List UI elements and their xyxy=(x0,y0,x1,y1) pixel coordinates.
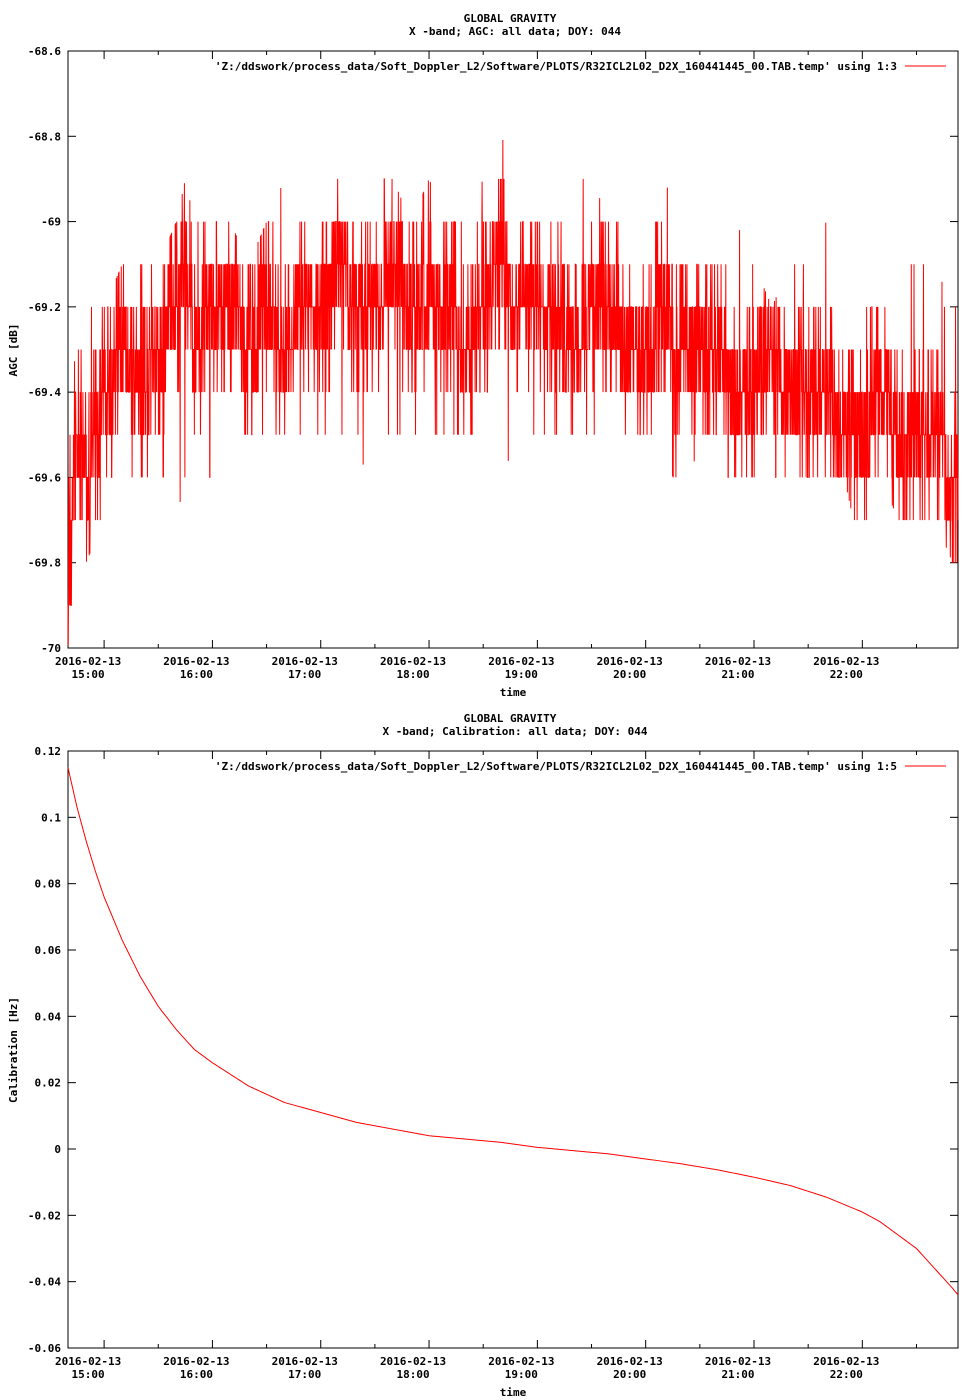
x-tick-time: 18:00 xyxy=(396,1368,429,1381)
y-tick-label: -69 xyxy=(41,216,61,229)
x-tick-time: 18:00 xyxy=(396,668,429,681)
y-tick-label: -0.04 xyxy=(28,1276,61,1289)
y-tick-label: 0.1 xyxy=(41,811,61,824)
x-tick-date: 2016-02-13 xyxy=(272,655,338,668)
x-tick-time: 22:00 xyxy=(830,1368,863,1381)
x-axis-label: time xyxy=(500,1386,527,1399)
y-tick-label: 0.06 xyxy=(35,944,62,957)
x-tick-time: 15:00 xyxy=(72,668,105,681)
x-tick-time: 20:00 xyxy=(613,668,646,681)
x-tick-date: 2016-02-13 xyxy=(163,655,229,668)
x-tick-date: 2016-02-13 xyxy=(813,655,879,668)
plot-area xyxy=(67,140,959,646)
x-tick-date: 2016-02-13 xyxy=(705,1355,771,1368)
y-tick-label: 0.02 xyxy=(35,1077,62,1090)
y-tick-label: -70 xyxy=(41,642,61,655)
y-tick-label: 0.12 xyxy=(35,745,62,758)
plot-area xyxy=(67,767,959,1296)
x-axis-label: time xyxy=(500,686,527,699)
x-tick-date: 2016-02-13 xyxy=(380,655,446,668)
x-tick-date: 2016-02-13 xyxy=(488,655,554,668)
x-tick-time: 21:00 xyxy=(721,1368,754,1381)
y-tick-label: -68.6 xyxy=(28,45,61,58)
x-tick-date: 2016-02-13 xyxy=(705,655,771,668)
y-tick-label: -69.2 xyxy=(28,301,61,314)
x-tick-time: 16:00 xyxy=(180,668,213,681)
x-tick-date: 2016-02-13 xyxy=(597,655,663,668)
x-tick-time: 22:00 xyxy=(830,668,863,681)
x-tick-date: 2016-02-13 xyxy=(597,1355,663,1368)
y-tick-label: -69.8 xyxy=(28,557,61,570)
x-tick-time: 19:00 xyxy=(505,1368,538,1381)
x-tick-date: 2016-02-13 xyxy=(55,1355,121,1368)
y-tick-label: -69.4 xyxy=(28,386,61,399)
series-line xyxy=(67,767,959,1296)
y-tick-labels: 0.12 0.1 0.08 0.06 0.04 0.02 0 -0.02 -0.04 -0.06 xyxy=(28,745,61,1355)
y-tick-label: 0.04 xyxy=(35,1010,62,1023)
x-tick-date: 2016-02-13 xyxy=(55,655,121,668)
y-tick-label: 0.08 xyxy=(35,878,62,891)
calibration-chart: GLOBAL GRAVITY X -band; Calibration: all… xyxy=(7,712,959,1399)
x-tick-labels: 2016-02-1315:002016-02-1316:002016-02-13… xyxy=(55,655,879,681)
x-tick-date: 2016-02-13 xyxy=(163,1355,229,1368)
plot-frame xyxy=(67,750,959,1349)
chart-subtitle: X -band; AGC: all data; DOY: 044 xyxy=(409,25,621,38)
x-tick-time: 17:00 xyxy=(288,1368,321,1381)
y-tick-label: 0 xyxy=(54,1143,61,1156)
x-tick-time: 19:00 xyxy=(505,668,538,681)
x-tick-time: 20:00 xyxy=(613,1368,646,1381)
plot-frame xyxy=(67,50,959,649)
y-tick-labels: -68.6 -68.8 -69 -69.2 -69.4 -69.6 -69.8 -70 xyxy=(28,45,61,655)
series-line xyxy=(67,140,959,646)
y-tick-label: -69.6 xyxy=(28,471,61,484)
tick-marks xyxy=(68,750,958,1349)
legend-entry: 'Z:/ddswork/process_data/Soft_Doppler_L2… xyxy=(215,60,897,73)
x-tick-date: 2016-02-13 xyxy=(272,1355,338,1368)
x-tick-time: 17:00 xyxy=(288,668,321,681)
chart-title: GLOBAL GRAVITY xyxy=(464,712,557,725)
y-axis-label: AGC [dB] xyxy=(7,324,20,377)
x-tick-date: 2016-02-13 xyxy=(813,1355,879,1368)
x-tick-date: 2016-02-13 xyxy=(380,1355,446,1368)
y-axis-label: Calibration [Hz] xyxy=(7,997,20,1103)
agc-chart: GLOBAL GRAVITY X -band; AGC: all data; D… xyxy=(7,12,959,699)
chart-title: GLOBAL GRAVITY xyxy=(464,12,557,25)
chart-subtitle: X -band; Calibration: all data; DOY: 044 xyxy=(383,725,648,738)
x-tick-date: 2016-02-13 xyxy=(488,1355,554,1368)
y-tick-label: -68.8 xyxy=(28,130,61,143)
legend-entry: 'Z:/ddswork/process_data/Soft_Doppler_L2… xyxy=(215,760,897,773)
x-tick-labels: 2016-02-1315:002016-02-1316:002016-02-13… xyxy=(55,1355,879,1381)
x-tick-time: 16:00 xyxy=(180,1368,213,1381)
x-tick-time: 15:00 xyxy=(72,1368,105,1381)
x-tick-time: 21:00 xyxy=(721,668,754,681)
y-tick-label: -0.02 xyxy=(28,1209,61,1222)
y-tick-label: -0.06 xyxy=(28,1342,61,1355)
